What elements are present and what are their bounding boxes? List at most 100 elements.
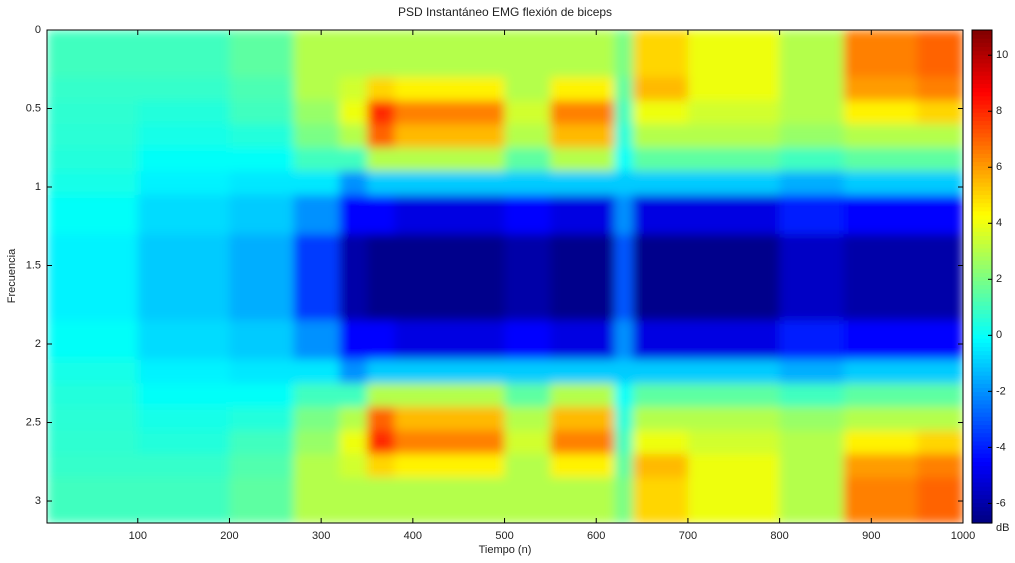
heatmap-cell	[229, 430, 295, 455]
heatmap-cell	[504, 171, 551, 196]
colorbar-swatch	[972, 231, 992, 237]
heatmap-cell	[550, 477, 616, 523]
colorbar-swatch	[972, 112, 992, 117]
heatmap-cell	[394, 359, 506, 384]
colorbar-swatch	[972, 214, 992, 220]
y-tick-label: 0	[35, 24, 41, 36]
colorbar-swatch	[972, 157, 992, 163]
heatmap-cell	[293, 477, 340, 523]
heatmap-cell	[917, 30, 963, 78]
heatmap-cell	[632, 430, 689, 455]
heatmap-cell	[843, 30, 918, 78]
heatmap-cell	[47, 171, 139, 196]
heatmap	[47, 30, 963, 523]
colorbar-swatch	[972, 165, 992, 171]
colorbar-swatch	[972, 465, 992, 471]
heatmap-cell	[550, 406, 616, 431]
heatmap-cell	[394, 406, 506, 431]
heatmap-cell	[687, 430, 781, 455]
colorbar-swatch	[972, 87, 992, 93]
heatmap-cell	[229, 477, 295, 523]
heatmap-cell	[550, 234, 616, 321]
heatmap-cell	[394, 234, 506, 321]
heatmap-cell	[632, 453, 689, 478]
heatmap-cell	[293, 147, 340, 172]
heatmap-cell	[229, 77, 295, 102]
heatmap-cell	[779, 171, 845, 196]
colorbar-swatch	[972, 99, 992, 105]
heatmap-cell	[632, 77, 689, 102]
colorbar-swatch	[972, 362, 992, 368]
heatmap-cell	[47, 147, 139, 172]
colorbar-swatch	[972, 305, 992, 310]
colorbar-swatch	[972, 358, 992, 364]
colorbar-swatch	[972, 461, 992, 467]
heatmap-cell	[917, 147, 963, 172]
heatmap-cell	[687, 234, 781, 321]
heatmap-cell	[779, 320, 845, 361]
colorbar-tick-label: 8	[996, 105, 1002, 117]
colorbar-swatch	[972, 58, 992, 64]
heatmap-cell	[47, 124, 139, 149]
colorbar-swatch	[972, 79, 992, 85]
heatmap-cell	[47, 477, 139, 523]
heatmap-cell	[550, 171, 616, 196]
heatmap-cell	[137, 359, 230, 384]
heatmap-cell	[339, 359, 368, 384]
heatmap-cell	[293, 430, 340, 455]
heatmap-cell	[917, 406, 963, 431]
heatmap-cell	[632, 477, 689, 523]
colorbar-tick-label: 10	[996, 49, 1008, 61]
colorbar-swatch	[972, 428, 992, 434]
colorbar-swatch	[972, 54, 992, 60]
heatmap-cell	[550, 194, 616, 235]
heatmap-cell	[394, 171, 506, 196]
heatmap-cell	[917, 383, 963, 408]
heatmap-cell	[843, 171, 918, 196]
heatmap-cell	[917, 359, 963, 384]
heatmap-cell	[843, 453, 918, 478]
x-tick-label: 400	[404, 530, 422, 542]
heatmap-cell	[632, 359, 689, 384]
colorbar-swatch	[972, 198, 992, 204]
colorbar-swatch	[972, 255, 992, 261]
colorbar-swatch	[972, 490, 992, 495]
x-tick-label: 100	[129, 530, 147, 542]
heatmap-cell	[632, 406, 689, 431]
heatmap-cell	[504, 453, 551, 478]
heatmap-cell	[394, 477, 506, 523]
heatmap-cell	[614, 147, 634, 172]
colorbar-swatch	[972, 473, 992, 479]
colorbar-swatch	[972, 173, 992, 179]
heatmap-cell	[293, 383, 340, 408]
heatmap-cell	[614, 430, 634, 455]
colorbar-tick-label: 6	[996, 161, 1002, 173]
heatmap-cell	[779, 477, 845, 523]
heatmap-cell	[367, 430, 396, 455]
heatmap-cell	[137, 147, 230, 172]
heatmap-cell	[339, 234, 368, 321]
heatmap-cell	[687, 359, 781, 384]
heatmap-cell	[632, 147, 689, 172]
heatmap-cell	[293, 171, 340, 196]
colorbar-swatch	[972, 346, 992, 352]
heatmap-cell	[614, 100, 634, 125]
heatmap-cell	[614, 383, 634, 408]
heatmap-cell	[614, 453, 634, 478]
heatmap-cell	[229, 453, 295, 478]
chart-title: PSD Instantáneo EMG flexión de biceps	[398, 5, 612, 19]
heatmap-cell	[293, 359, 340, 384]
heatmap-cell	[394, 100, 506, 125]
heatmap-cell	[137, 30, 230, 78]
colorbar-swatch	[972, 288, 992, 294]
axes: 100 200 300 400 500 600 700 800 900 1000 0 0.5 1 1.5 2…	[26, 24, 976, 542]
heatmap-cell	[367, 406, 396, 431]
heatmap-cell	[293, 100, 340, 125]
heatmap-cell	[843, 359, 918, 384]
heatmap-cell	[632, 30, 689, 78]
heatmap-cell	[339, 100, 368, 125]
heatmap-cell	[229, 359, 295, 384]
heatmap-cell	[632, 100, 689, 125]
colorbar-swatch	[972, 132, 992, 138]
heatmap-cell	[843, 383, 918, 408]
